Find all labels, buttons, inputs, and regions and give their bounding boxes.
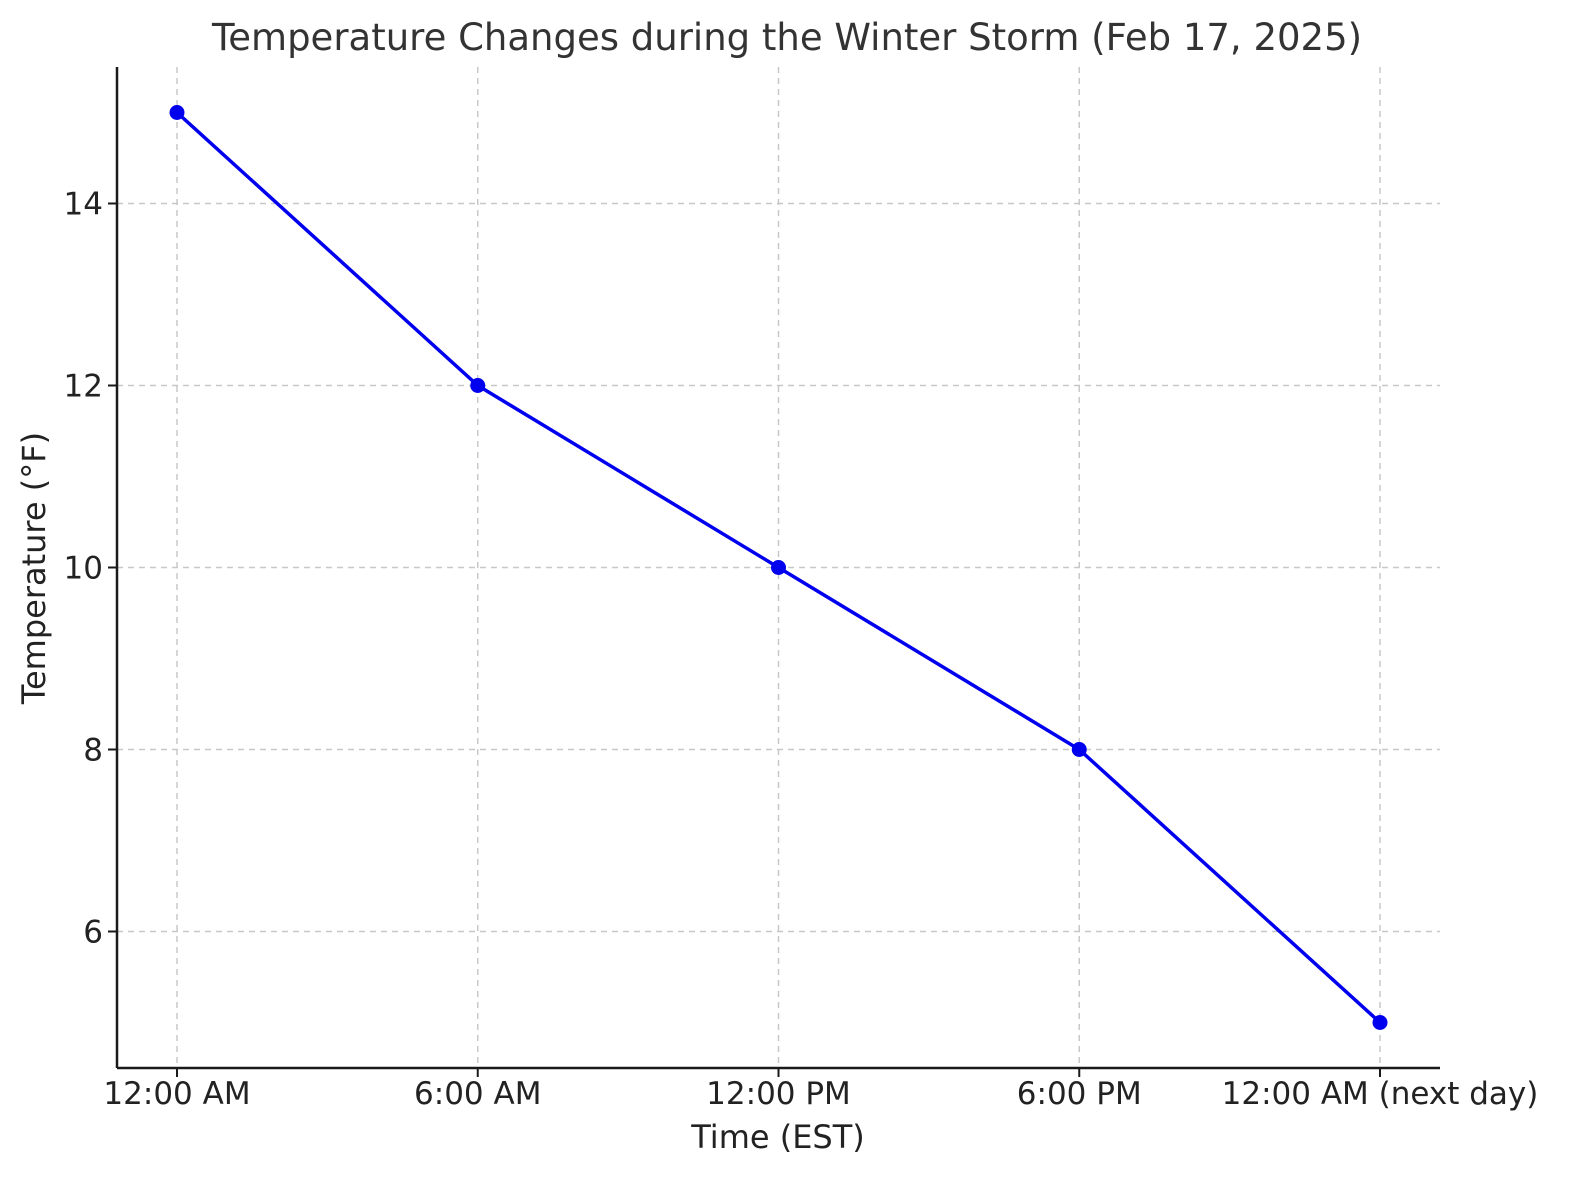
chart-title: Temperature Changes during the Winter St…	[211, 16, 1362, 59]
y-axis-label: Temperature (°F)	[15, 432, 53, 705]
data-point	[169, 105, 185, 120]
y-tick-label: 12	[64, 369, 103, 405]
x-tick-label: 6:00 AM	[414, 1076, 541, 1112]
data-point	[1071, 742, 1087, 757]
x-tick-label: 12:00 AM (next day)	[1222, 1076, 1539, 1112]
y-tick-label: 8	[83, 733, 103, 769]
y-tick-label: 14	[64, 187, 103, 223]
ticks: 12:00 AM 6:00 AM 12:00 PM 6:00 PM 12:00 AM (…	[64, 187, 1539, 1113]
y-tick-label: 6	[83, 915, 103, 951]
x-axis-label: Time (EST)	[690, 1118, 865, 1156]
data-point	[771, 560, 786, 575]
x-tick-label: 12:00 AM	[103, 1076, 250, 1112]
y-tick-label: 10	[64, 551, 103, 587]
data-point	[470, 378, 486, 393]
x-tick-label: 6:00 PM	[1017, 1076, 1142, 1112]
data-point	[1372, 1015, 1388, 1030]
x-tick-label: 12:00 PM	[706, 1076, 851, 1112]
series	[169, 105, 1388, 1030]
grid	[117, 67, 1440, 1068]
